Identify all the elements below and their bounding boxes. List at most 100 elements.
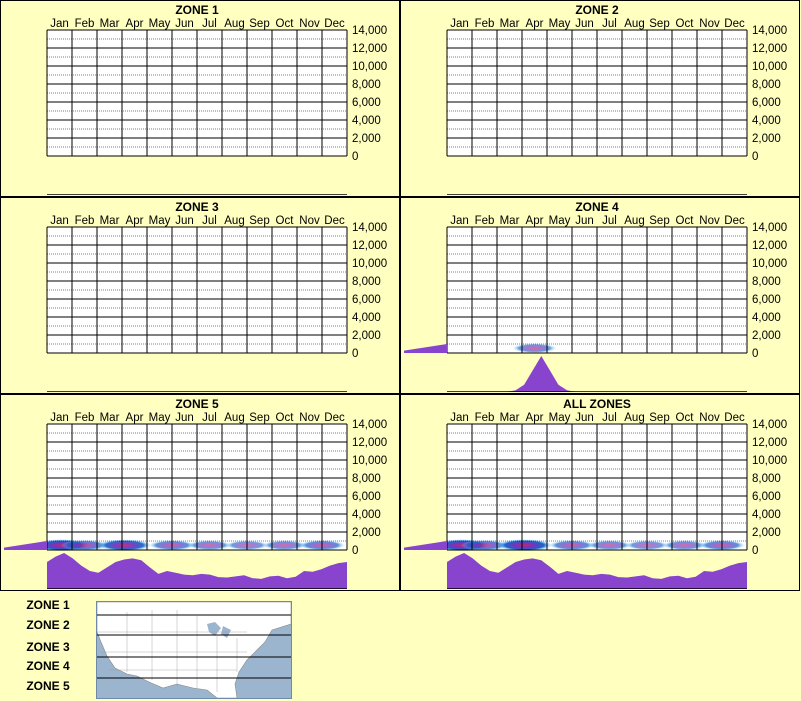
heat-spot xyxy=(512,343,557,353)
y-tick-label: 4,000 xyxy=(752,115,781,127)
month-label-feb: Feb xyxy=(75,215,95,227)
month-label-jul: Jul xyxy=(602,412,617,424)
y-tick-label: 14,000 xyxy=(752,419,787,431)
month-label-jan: Jan xyxy=(50,18,69,30)
legend-zone-2: ZONE 2 xyxy=(26,618,70,632)
month-label-dec: Dec xyxy=(324,215,345,227)
y-tick-label: 12,000 xyxy=(352,43,387,55)
y-tick-label: 14,000 xyxy=(752,25,787,37)
y-tick-label: 2,000 xyxy=(752,133,781,145)
month-label-mar: Mar xyxy=(100,215,120,227)
legend-zone-5: ZONE 5 xyxy=(26,679,70,693)
y-tick-label: 0 xyxy=(352,151,358,163)
month-label-mar: Mar xyxy=(100,18,120,30)
y-tick-label: 8,000 xyxy=(352,79,381,91)
y-tick-label: 6,000 xyxy=(352,491,381,503)
month-label-apr: Apr xyxy=(126,215,144,227)
panel-3: ZONE 3 Jan Feb Mar Apr May Jun Jul Aug Sep Oct Nov D… xyxy=(0,197,400,394)
month-label-aug: Aug xyxy=(224,215,244,227)
month-label-nov: Nov xyxy=(299,18,320,30)
month-label-mar: Mar xyxy=(500,18,520,30)
month-label-may: May xyxy=(149,412,171,424)
y-tick-label: 4,000 xyxy=(752,509,781,521)
y-tick-label: 4,000 xyxy=(352,115,381,127)
month-label-jul: Jul xyxy=(602,18,617,30)
month-label-oct: Oct xyxy=(276,412,295,424)
y-tick-label: 10,000 xyxy=(752,258,787,270)
panel-2: ZONE 2 Jan Feb Mar Apr May Jun Jul Aug Sep Oct Nov D… xyxy=(400,0,800,197)
month-label-jun: Jun xyxy=(175,18,194,30)
panel-title: ZONE 3 xyxy=(175,200,219,214)
month-label-sep: Sep xyxy=(249,215,269,227)
y-tick-label: 2,000 xyxy=(752,330,781,342)
month-label-dec: Dec xyxy=(724,412,745,424)
y-tick-label: 12,000 xyxy=(752,240,787,252)
y-tick-label: 6,000 xyxy=(352,97,381,109)
y-tick-label: 14,000 xyxy=(352,25,387,37)
y-tick-label: 6,000 xyxy=(752,491,781,503)
month-density-area xyxy=(447,553,747,589)
y-tick-label: 8,000 xyxy=(352,276,381,288)
month-label-may: May xyxy=(549,18,571,30)
y-tick-label: 6,000 xyxy=(352,294,381,306)
y-tick-label: 10,000 xyxy=(352,258,387,270)
month-label-oct: Oct xyxy=(276,215,295,227)
y-tick-label: 2,000 xyxy=(352,330,381,342)
panel-4: ZONE 4 Jan Feb Mar Apr May Jun Jul Aug Sep Oct Nov D… xyxy=(400,197,800,394)
y-tick-label: 8,000 xyxy=(752,276,781,288)
month-label-jan: Jan xyxy=(50,412,69,424)
y-tick-label: 0 xyxy=(752,348,758,360)
elevation-density-area xyxy=(4,541,47,550)
y-tick-label: 8,000 xyxy=(752,473,781,485)
month-label-nov: Nov xyxy=(699,412,720,424)
panel-title: ZONE 1 xyxy=(175,3,219,17)
y-tick-label: 12,000 xyxy=(752,437,787,449)
month-label-aug: Aug xyxy=(224,18,244,30)
y-tick-label: 12,000 xyxy=(352,240,387,252)
y-tick-label: 10,000 xyxy=(752,455,787,467)
month-label-feb: Feb xyxy=(475,412,495,424)
month-label-dec: Dec xyxy=(324,18,345,30)
month-label-aug: Aug xyxy=(624,412,644,424)
month-label-nov: Nov xyxy=(699,215,720,227)
month-label-may: May xyxy=(149,215,171,227)
month-label-mar: Mar xyxy=(100,412,120,424)
month-label-apr: Apr xyxy=(526,215,544,227)
y-tick-label: 2,000 xyxy=(352,133,381,145)
month-label-jul: Jul xyxy=(202,215,217,227)
y-tick-label: 6,000 xyxy=(752,294,781,306)
panel-5: ZONE 5 Jan Feb Mar Apr May Jun Jul Aug Sep Oct Nov D… xyxy=(0,394,400,591)
month-label-dec: Dec xyxy=(324,412,345,424)
heat-spot xyxy=(97,539,152,551)
y-tick-label: 12,000 xyxy=(352,437,387,449)
heat-spot xyxy=(496,539,553,552)
y-tick-label: 2,000 xyxy=(752,527,781,539)
month-label-aug: Aug xyxy=(224,412,244,424)
us-landmass xyxy=(97,602,291,698)
heat-spot xyxy=(662,540,707,550)
zone-map xyxy=(96,601,292,699)
panel-title: ZONE 4 xyxy=(575,200,619,214)
month-label-feb: Feb xyxy=(475,18,495,30)
month-label-jan: Jan xyxy=(450,215,469,227)
month-label-jul: Jul xyxy=(602,215,617,227)
month-label-mar: Mar xyxy=(500,215,520,227)
elevation-density-area xyxy=(404,541,447,550)
month-label-nov: Nov xyxy=(299,412,320,424)
y-tick-label: 0 xyxy=(352,348,358,360)
month-label-sep: Sep xyxy=(649,215,669,227)
y-tick-label: 2,000 xyxy=(352,527,381,539)
elevation-density-area xyxy=(404,344,447,353)
y-tick-label: 4,000 xyxy=(752,312,781,324)
y-tick-label: 6,000 xyxy=(752,97,781,109)
month-label-jun: Jun xyxy=(575,412,594,424)
y-tick-label: 10,000 xyxy=(352,61,387,73)
panel-1: ZONE 1 Jan Feb Mar Apr May Jun Jul Aug Sep Oct Nov D… xyxy=(0,0,400,197)
month-label-oct: Oct xyxy=(676,215,695,227)
legend-zone-1: ZONE 1 xyxy=(26,598,70,612)
y-tick-label: 4,000 xyxy=(352,509,381,521)
month-label-dec: Dec xyxy=(724,215,745,227)
month-label-mar: Mar xyxy=(500,412,520,424)
month-label-jun: Jun xyxy=(575,18,594,30)
y-tick-label: 14,000 xyxy=(352,419,387,431)
